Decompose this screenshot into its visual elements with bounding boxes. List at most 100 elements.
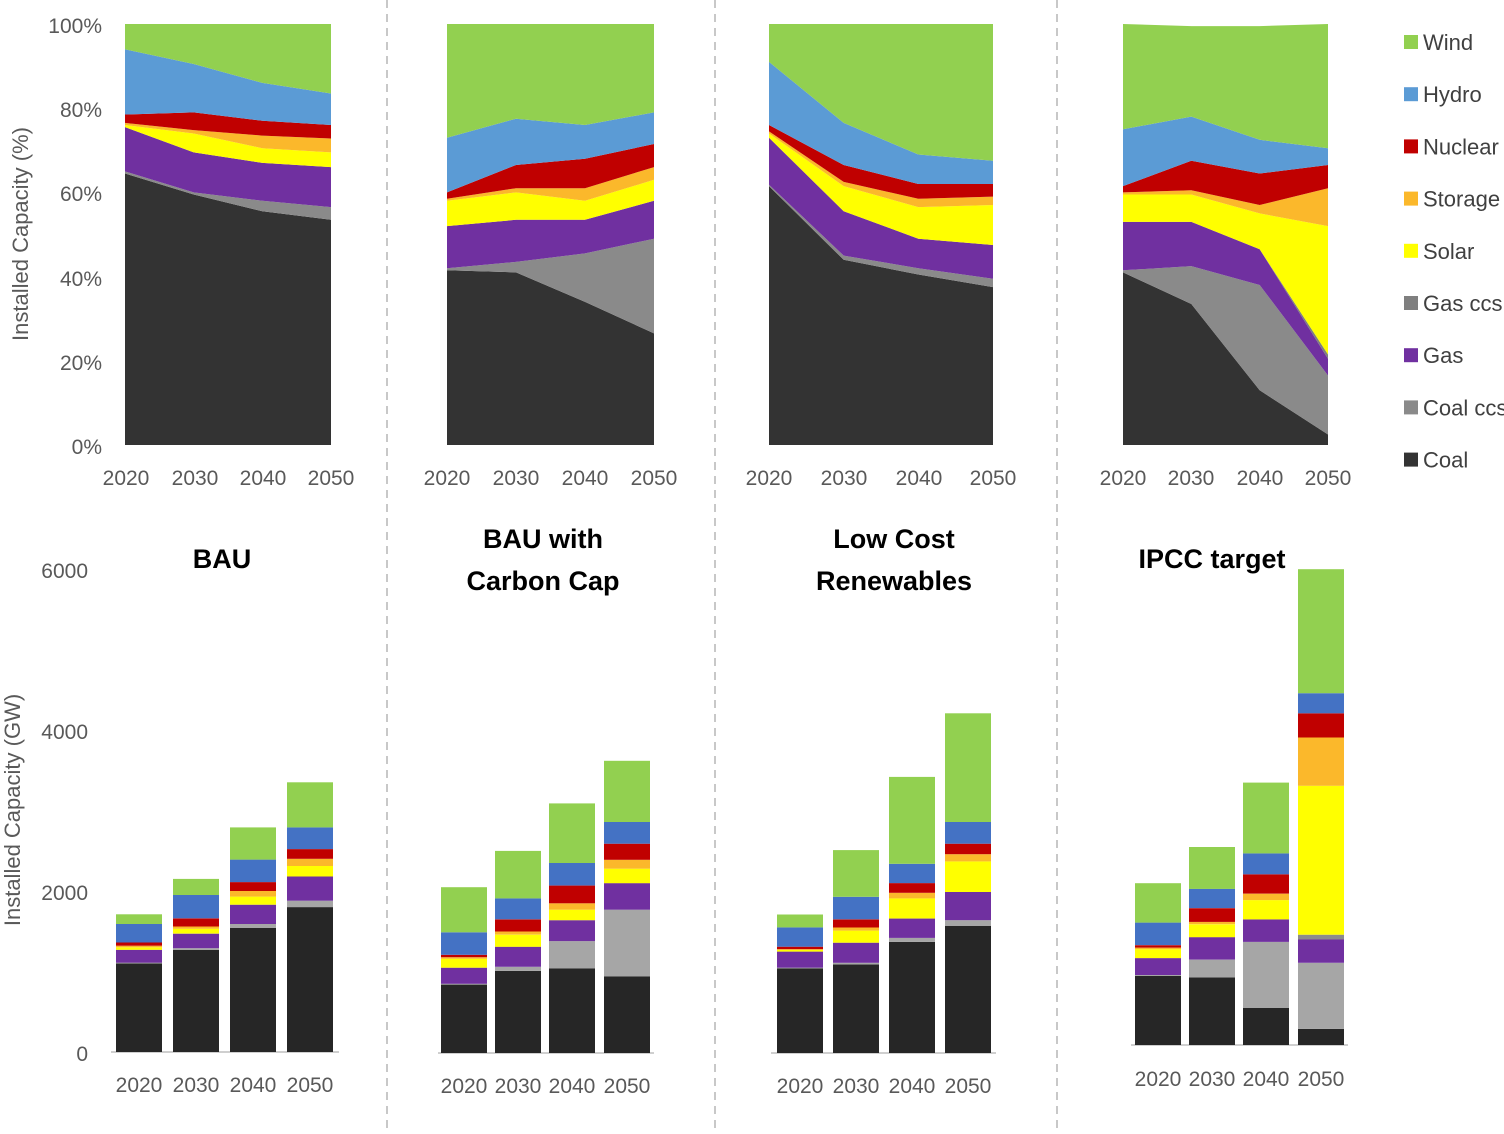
- bar-segment-nuclear: [173, 918, 219, 927]
- bar-segment-storage: [1243, 893, 1289, 901]
- scenario-title-bau: BAU: [193, 544, 252, 574]
- bar-segment-coal-ccs: [173, 948, 219, 950]
- bar-segment-storage: [889, 892, 935, 899]
- bar-segment-wind: [287, 782, 333, 828]
- x-tick: 2020: [103, 467, 150, 490]
- area-hydro: [125, 49, 331, 125]
- area-panels: 2020 2030 2040 2050 2020 2030 2040 2050 2020 2030…: [103, 24, 1351, 490]
- bar-segment-wind: [604, 760, 650, 822]
- bar-segment-gas: [833, 942, 879, 963]
- x-tick: 2030: [495, 1075, 542, 1098]
- x-tick: 2020: [1100, 467, 1147, 490]
- bar-segment-wind: [173, 878, 219, 895]
- bar-segment-nuclear: [287, 849, 333, 859]
- area-y-axis-label: Installed Capacity (%): [8, 127, 33, 341]
- legend-swatch: [1404, 87, 1418, 102]
- x-tick: 2040: [549, 1075, 596, 1098]
- area-wind: [447, 24, 654, 138]
- bar-segment-coal-ccs: [1135, 975, 1181, 976]
- bar-segment-solar: [1189, 924, 1235, 938]
- legend-item-nuclear: Nuclear: [1404, 134, 1499, 159]
- y-tick: 100%: [48, 15, 102, 38]
- legend-swatch: [1404, 400, 1418, 415]
- area-storage: [769, 131, 993, 208]
- bar-segment-gas: [441, 967, 487, 984]
- bar-y-axis-label: Installed Capacity (GW): [0, 694, 25, 926]
- scenario-title-low-cost-line1: Low Cost: [833, 524, 955, 554]
- y-tick: 4000: [41, 721, 88, 744]
- y-tick: 20%: [60, 352, 102, 375]
- legend-label: Gas: [1423, 343, 1463, 368]
- bar-segment-coal: [833, 964, 879, 1053]
- area-y-ticks: 0% 20% 40% 60% 80% 100%: [48, 15, 102, 459]
- y-tick: 6000: [41, 560, 88, 583]
- bar-segment-hydro: [549, 863, 595, 886]
- bar-segment-storage: [441, 957, 487, 959]
- bar-segment-solar: [604, 868, 650, 884]
- area-solar: [125, 125, 331, 168]
- bar-segment-hydro: [1189, 888, 1235, 909]
- area-coal: [769, 186, 993, 445]
- bar-segment-storage: [287, 858, 333, 866]
- bar-segment-wind: [495, 850, 541, 899]
- bar-panels: 2020 2030 2040 2050 2020 2030 2040 2050 2020 2030…: [111, 569, 1348, 1098]
- bar-segment-gas: [945, 892, 991, 921]
- bar-segment-gas: [1298, 939, 1344, 963]
- legend-label: Storage: [1423, 187, 1500, 212]
- y-tick: 60%: [60, 183, 102, 206]
- bar-segment-gas: [777, 951, 823, 968]
- bar-segment-storage: [173, 926, 219, 929]
- bar-segment-hydro: [287, 827, 333, 850]
- bar-segment-storage: [116, 945, 162, 948]
- area-hydro: [1123, 116, 1328, 187]
- legend-label: Coal ccs: [1423, 395, 1504, 420]
- bar-segment-hydro: [777, 927, 823, 947]
- bar-segment-wind: [945, 713, 991, 822]
- area-panel-3: 2020 2030 2040 2050: [746, 24, 1016, 490]
- bar-segment-coal-ccs: [495, 966, 541, 971]
- bar-segment-gas: [604, 883, 650, 910]
- bar-segment-coal: [1135, 975, 1181, 1045]
- area-nuclear: [125, 112, 331, 139]
- scenario-title-carbon-cap-line1: BAU with: [483, 524, 603, 554]
- area-solar: [1123, 194, 1328, 355]
- bar-segment-storage: [777, 949, 823, 950]
- bar-segment-coal: [1189, 977, 1235, 1045]
- area-nuclear: [1123, 160, 1328, 205]
- bar-segment-gas: [116, 949, 162, 963]
- bar-segment-coal-ccs: [441, 983, 487, 985]
- x-tick: 2030: [1189, 1068, 1236, 1091]
- legend-label: Solar: [1423, 239, 1474, 264]
- legend-swatch: [1404, 452, 1418, 467]
- bar-segment-solar: [833, 930, 879, 943]
- legend-swatch: [1404, 348, 1418, 363]
- area-coal-ccs: [769, 184, 993, 288]
- bar-segment-nuclear: [230, 882, 276, 891]
- bar-segment-storage: [230, 891, 276, 897]
- bar-segment-solar: [230, 896, 276, 905]
- bar-segment-coal: [116, 963, 162, 1052]
- legend-swatch: [1404, 139, 1418, 154]
- bar-segment-coal-ccs: [777, 967, 823, 969]
- bar-segment-wind: [777, 914, 823, 928]
- area-coal-ccs: [125, 171, 331, 220]
- x-tick: 2030: [1168, 467, 1215, 490]
- legend-label: Hydro: [1423, 82, 1482, 107]
- bar-segment-coal-ccs: [833, 962, 879, 965]
- x-tick: 2040: [896, 467, 943, 490]
- bar-segment-nuclear: [1298, 713, 1344, 738]
- bar-segment-solar: [495, 934, 541, 947]
- area-coal: [125, 173, 331, 445]
- bar-segment-hydro: [833, 896, 879, 920]
- bar-segment-hydro: [945, 822, 991, 844]
- y-tick: 0: [76, 1043, 88, 1066]
- bar-segment-solar: [1243, 900, 1289, 920]
- bar-segment-hydro: [1243, 853, 1289, 875]
- bar-segment-storage: [1189, 921, 1235, 925]
- bar-segment-coal: [945, 925, 991, 1053]
- bar-segment-solar: [287, 866, 333, 877]
- area-storage: [447, 167, 654, 201]
- area-wind: [125, 24, 331, 94]
- bar-segment-gas: [287, 876, 333, 901]
